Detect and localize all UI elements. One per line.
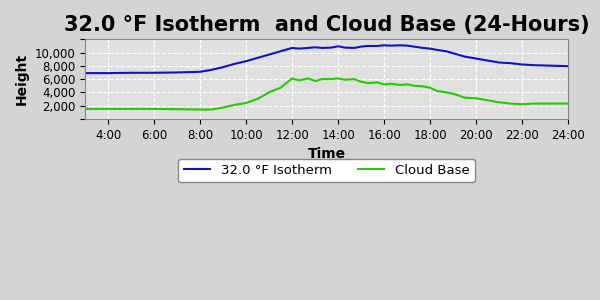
32.0 °F Isotherm (484, 59, 491, 62)
32.0 °F Isotherm (410, 45, 418, 48)
Cloud Base (542, 102, 549, 105)
32.0 °F Isotherm (507, 61, 514, 65)
Cloud Base (364, 81, 371, 85)
32.0 °F Isotherm (277, 50, 284, 53)
Cloud Base (507, 102, 514, 105)
Cloud Base (311, 79, 319, 83)
32.0 °F Isotherm (242, 59, 250, 63)
Cloud Base (350, 77, 358, 81)
32.0 °F Isotherm (82, 71, 89, 75)
Line: Cloud Base: Cloud Base (85, 78, 568, 110)
Cloud Base (397, 83, 404, 87)
Cloud Base (419, 85, 427, 88)
32.0 °F Isotherm (196, 70, 203, 74)
Cloud Base (530, 102, 537, 105)
Cloud Base (254, 97, 261, 101)
Cloud Base (473, 97, 480, 100)
32.0 °F Isotherm (328, 46, 335, 50)
Cloud Base (341, 78, 349, 82)
32.0 °F Isotherm (305, 46, 312, 50)
32.0 °F Isotherm (364, 44, 371, 48)
32.0 °F Isotherm (565, 64, 572, 68)
Cloud Base (151, 107, 158, 111)
32.0 °F Isotherm (231, 62, 238, 66)
Cloud Base (380, 82, 388, 86)
Cloud Base (305, 76, 312, 80)
32.0 °F Isotherm (319, 46, 326, 50)
32.0 °F Isotherm (397, 44, 404, 47)
Cloud Base (127, 107, 134, 111)
Cloud Base (427, 86, 434, 89)
Cloud Base (265, 91, 272, 94)
32.0 °F Isotherm (433, 48, 440, 52)
32.0 °F Isotherm (427, 47, 434, 50)
Cloud Base (173, 107, 181, 111)
32.0 °F Isotherm (419, 46, 427, 50)
Cloud Base (220, 106, 227, 110)
32.0 °F Isotherm (289, 46, 296, 50)
32.0 °F Isotherm (496, 61, 503, 64)
Cloud Base (104, 107, 112, 111)
32.0 °F Isotherm (265, 53, 272, 56)
32.0 °F Isotherm (542, 64, 549, 67)
Cloud Base (82, 107, 89, 111)
Cloud Base (295, 79, 302, 82)
32.0 °F Isotherm (220, 65, 227, 69)
32.0 °F Isotherm (311, 46, 319, 49)
Cloud Base (231, 103, 238, 107)
Cloud Base (433, 89, 440, 93)
Cloud Base (388, 82, 395, 85)
Cloud Base (334, 76, 341, 80)
Cloud Base (208, 108, 215, 111)
32.0 °F Isotherm (208, 68, 215, 72)
32.0 °F Isotherm (461, 55, 468, 58)
X-axis label: Time: Time (308, 147, 346, 161)
32.0 °F Isotherm (388, 44, 395, 47)
32.0 °F Isotherm (295, 47, 302, 50)
32.0 °F Isotherm (518, 63, 526, 66)
Cloud Base (242, 101, 250, 105)
Cloud Base (449, 92, 457, 95)
32.0 °F Isotherm (449, 51, 457, 55)
Y-axis label: Height: Height (15, 53, 29, 105)
32.0 °F Isotherm (553, 64, 560, 68)
Cloud Base (461, 96, 468, 99)
32.0 °F Isotherm (254, 56, 261, 60)
32.0 °F Isotherm (334, 44, 341, 48)
32.0 °F Isotherm (374, 44, 381, 48)
Title: 32.0 °F Isotherm  and Cloud Base (24-Hours): 32.0 °F Isotherm and Cloud Base (24-Hour… (64, 15, 589, 35)
Cloud Base (196, 108, 203, 111)
32.0 °F Isotherm (350, 46, 358, 50)
Cloud Base (410, 84, 418, 88)
Cloud Base (403, 82, 410, 86)
Legend: 32.0 °F Isotherm, Cloud Base: 32.0 °F Isotherm, Cloud Base (178, 159, 475, 182)
Cloud Base (443, 91, 450, 94)
32.0 °F Isotherm (473, 57, 480, 60)
32.0 °F Isotherm (530, 63, 537, 67)
Cloud Base (518, 103, 526, 106)
Cloud Base (319, 77, 326, 81)
32.0 °F Isotherm (151, 71, 158, 75)
Cloud Base (328, 77, 335, 81)
Cloud Base (553, 102, 560, 105)
32.0 °F Isotherm (403, 44, 410, 47)
Cloud Base (358, 80, 365, 83)
32.0 °F Isotherm (358, 45, 365, 48)
32.0 °F Isotherm (380, 44, 388, 47)
32.0 °F Isotherm (127, 71, 134, 75)
Cloud Base (277, 86, 284, 89)
Cloud Base (289, 76, 296, 80)
Line: 32.0 °F Isotherm: 32.0 °F Isotherm (85, 45, 568, 73)
Cloud Base (484, 98, 491, 102)
Cloud Base (374, 81, 381, 84)
32.0 °F Isotherm (341, 46, 349, 50)
Cloud Base (565, 102, 572, 105)
Cloud Base (496, 100, 503, 104)
32.0 °F Isotherm (443, 50, 450, 53)
32.0 °F Isotherm (104, 71, 112, 75)
32.0 °F Isotherm (173, 71, 181, 74)
